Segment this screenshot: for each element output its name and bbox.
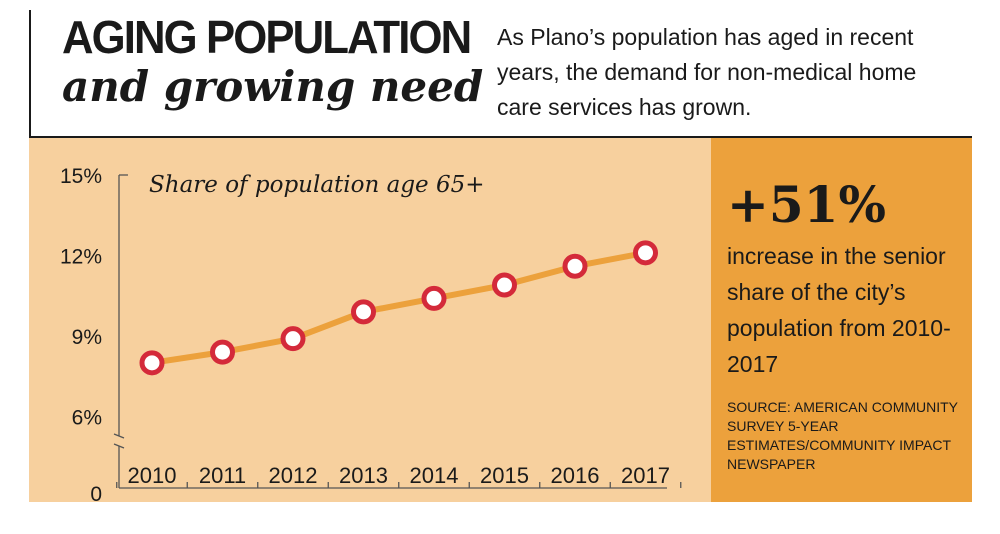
header-left-rule <box>29 10 31 138</box>
x-tick-label: 2011 <box>199 463 246 488</box>
data-point <box>280 326 306 352</box>
x-tick-label: 2016 <box>551 463 600 488</box>
chart-axes <box>113 174 682 489</box>
data-point <box>351 299 376 325</box>
header-bottom-rule <box>29 136 972 138</box>
data-point <box>492 272 517 298</box>
x-tick-label: 2015 <box>480 463 529 488</box>
data-point <box>210 339 235 365</box>
data-point <box>421 285 447 311</box>
data-points <box>139 240 658 376</box>
data-point <box>562 253 588 279</box>
page-subtitle: and growing need <box>62 62 484 111</box>
intro-text: As Plano’s population has aged in recent… <box>497 24 917 120</box>
callout-text: increase in the senior share of the city… <box>727 243 951 377</box>
y-tick-label: 6% <box>72 407 102 430</box>
line-chart: Share of population age 65+ 06%9%12%15% … <box>60 165 682 502</box>
data-point <box>139 350 165 376</box>
source-note: SOURCE: AMERICAN COMMUNITY SURVEY 5-YEAR… <box>727 399 958 472</box>
callout-panel <box>711 138 972 502</box>
y-tick-labels: 0 6% 9% 12% 15% <box>60 165 102 502</box>
y-tick-label: 0 <box>90 483 102 502</box>
axis-break-mark <box>113 443 125 449</box>
x-tick-label: 2012 <box>269 463 318 488</box>
y-tick-label: 9% <box>72 326 102 349</box>
x-tick-labels: 2010 2011 2012 2013 2014 2015 2016 2017 <box>128 463 670 488</box>
x-tick-label: 2013 <box>339 463 388 488</box>
page-title: AGING POPULATION <box>62 11 472 63</box>
y-tick-label: 12% <box>60 246 102 269</box>
axis-break-mark <box>113 433 125 439</box>
x-tick-label: 2017 <box>621 463 670 488</box>
callout-value: +51% <box>727 175 886 234</box>
x-tick-label: 2014 <box>410 463 459 488</box>
y-tick-label: 15% <box>60 165 102 188</box>
chart-title: Share of population age 65+ <box>149 172 485 198</box>
x-tick-label: 2010 <box>128 463 177 488</box>
data-point <box>633 240 658 266</box>
